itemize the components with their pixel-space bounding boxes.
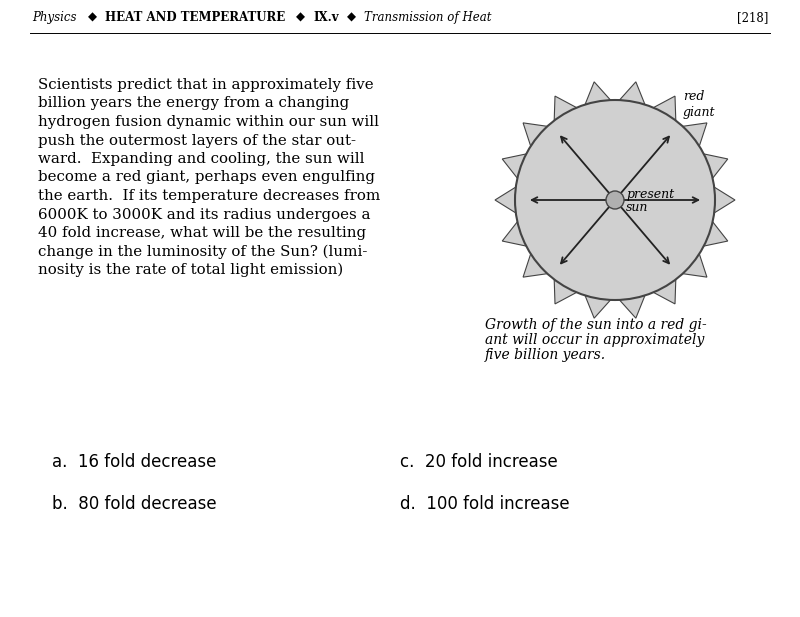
Polygon shape: [523, 123, 547, 146]
Polygon shape: [682, 254, 707, 277]
Text: a.  16 fold decrease: a. 16 fold decrease: [52, 453, 216, 471]
Text: ◆: ◆: [347, 11, 356, 24]
Text: ant will occur in approximately: ant will occur in approximately: [485, 333, 704, 347]
Polygon shape: [714, 187, 735, 213]
Text: the earth.  If its temperature decreases from: the earth. If its temperature decreases …: [38, 189, 380, 203]
Polygon shape: [619, 82, 645, 105]
Text: change in the luminosity of the Sun? (lumi-: change in the luminosity of the Sun? (lu…: [38, 244, 367, 259]
Text: Growth of the sun into a red gi-: Growth of the sun into a red gi-: [485, 318, 706, 332]
Text: Physics: Physics: [32, 11, 77, 24]
Text: become a red giant, perhaps even engulfing: become a red giant, perhaps even engulfi…: [38, 170, 375, 184]
Polygon shape: [502, 222, 526, 246]
Polygon shape: [585, 82, 610, 105]
Text: 6000K to 3000K and its radius undergoes a: 6000K to 3000K and its radius undergoes …: [38, 207, 370, 222]
Text: present: present: [626, 188, 674, 201]
Polygon shape: [619, 296, 645, 318]
Polygon shape: [704, 222, 728, 246]
Polygon shape: [682, 123, 707, 146]
Text: five billion years.: five billion years.: [485, 348, 606, 362]
Text: red
giant: red giant: [683, 90, 715, 119]
Polygon shape: [704, 154, 728, 178]
Text: Scientists predict that in approximately five: Scientists predict that in approximately…: [38, 78, 374, 92]
Text: b.  80 fold decrease: b. 80 fold decrease: [52, 495, 217, 513]
Circle shape: [606, 191, 624, 209]
Polygon shape: [554, 280, 577, 304]
Polygon shape: [502, 154, 526, 178]
Circle shape: [515, 100, 715, 300]
Polygon shape: [585, 296, 610, 318]
Text: Transmission of Heat: Transmission of Heat: [364, 11, 491, 24]
Text: hydrogen fusion dynamic within our sun will: hydrogen fusion dynamic within our sun w…: [38, 115, 379, 129]
Text: nosity is the rate of total light emission): nosity is the rate of total light emissi…: [38, 263, 343, 278]
Text: ◆: ◆: [88, 11, 97, 24]
Polygon shape: [654, 280, 676, 304]
Text: sun: sun: [626, 201, 648, 214]
Polygon shape: [654, 96, 676, 120]
Text: billion years the energy from a changing: billion years the energy from a changing: [38, 96, 350, 110]
Text: IX.v: IX.v: [313, 11, 338, 24]
Text: push the outermost layers of the star out-: push the outermost layers of the star ou…: [38, 133, 356, 147]
Polygon shape: [495, 187, 516, 213]
Text: ward.  Expanding and cooling, the sun will: ward. Expanding and cooling, the sun wil…: [38, 152, 365, 166]
Text: d.  100 fold increase: d. 100 fold increase: [400, 495, 570, 513]
Text: 40 fold increase, what will be the resulting: 40 fold increase, what will be the resul…: [38, 226, 366, 240]
Text: ◆: ◆: [296, 11, 305, 24]
Text: HEAT AND TEMPERATURE: HEAT AND TEMPERATURE: [105, 11, 286, 24]
Polygon shape: [554, 96, 577, 120]
Text: [218]: [218]: [737, 11, 768, 24]
Text: c.  20 fold increase: c. 20 fold increase: [400, 453, 558, 471]
Polygon shape: [523, 254, 547, 277]
